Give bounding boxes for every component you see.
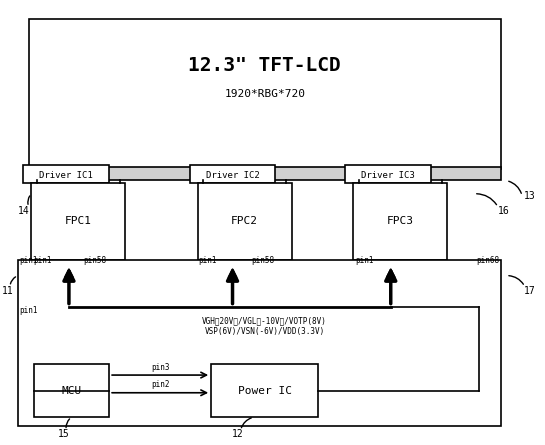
Text: 13: 13 [524, 191, 536, 201]
Text: Power IC: Power IC [238, 385, 292, 396]
FancyBboxPatch shape [345, 165, 431, 183]
Text: pin1: pin1 [33, 255, 52, 265]
Text: pin3: pin3 [151, 363, 169, 372]
Text: Driver IC1: Driver IC1 [39, 171, 93, 180]
Text: FPC1: FPC1 [65, 216, 92, 227]
FancyBboxPatch shape [32, 183, 125, 260]
FancyBboxPatch shape [29, 167, 501, 181]
Text: FPC2: FPC2 [231, 216, 258, 227]
Text: FPC3: FPC3 [386, 216, 414, 227]
Text: pin1: pin1 [355, 255, 373, 265]
Text: 11: 11 [2, 286, 13, 296]
Text: 12.3" TFT-LCD: 12.3" TFT-LCD [189, 56, 341, 75]
FancyBboxPatch shape [34, 364, 109, 417]
Text: 12: 12 [232, 429, 244, 439]
Text: pin58: pin58 [251, 255, 274, 265]
FancyBboxPatch shape [29, 19, 501, 170]
FancyBboxPatch shape [353, 183, 447, 260]
Text: 17: 17 [524, 286, 536, 296]
FancyBboxPatch shape [211, 364, 318, 417]
Text: 15: 15 [58, 429, 69, 439]
Text: MCU: MCU [62, 385, 82, 396]
Text: 1920*RBG*720: 1920*RBG*720 [224, 89, 305, 99]
Text: pin2: pin2 [151, 380, 169, 389]
Text: pin58: pin58 [83, 255, 106, 265]
Text: pin1: pin1 [199, 255, 217, 265]
FancyBboxPatch shape [18, 260, 501, 426]
Text: pin1: pin1 [19, 255, 38, 265]
Text: Driver IC2: Driver IC2 [205, 171, 259, 180]
Text: Driver IC3: Driver IC3 [361, 171, 415, 180]
Text: VGH（20V）/VGL（-10V）/VOTP(8V)
VSP(6V)/VSN(-6V)/VDD(3.3V): VGH（20V）/VGL（-10V）/VOTP(8V) VSP(6V)/VSN(… [202, 317, 327, 336]
Text: 16: 16 [498, 206, 509, 216]
FancyBboxPatch shape [23, 165, 109, 183]
Text: pin68: pin68 [476, 255, 500, 265]
Text: pin1: pin1 [19, 307, 38, 316]
FancyBboxPatch shape [198, 183, 292, 260]
FancyBboxPatch shape [190, 165, 275, 183]
Text: 14: 14 [17, 206, 29, 216]
